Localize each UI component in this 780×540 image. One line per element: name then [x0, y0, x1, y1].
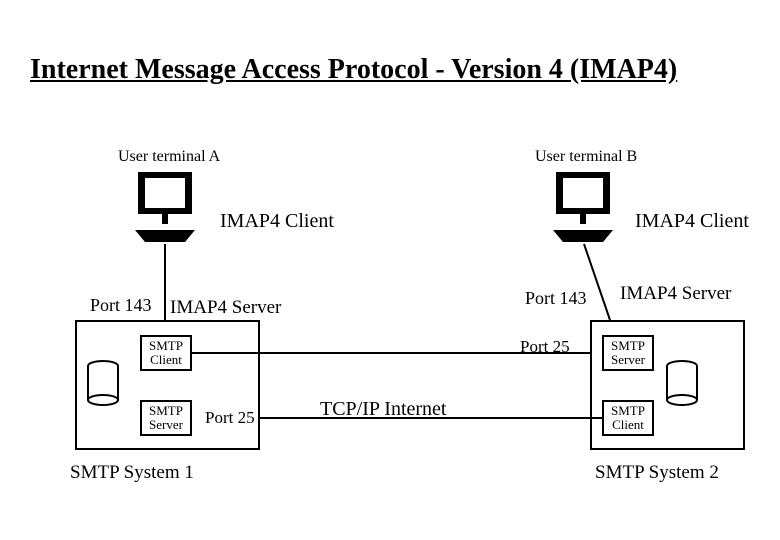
smtp-system-2-label: SMTP System 2	[595, 462, 719, 484]
imap-server-left-label: IMAP4 Server	[170, 297, 281, 319]
imap-client-a-label: IMAP4 Client	[220, 210, 334, 233]
terminal-a-label: User terminal A	[118, 148, 220, 166]
smtp-system-1-label: SMTP System 1	[70, 462, 194, 484]
database-icon	[665, 360, 699, 408]
terminal-b-label: User terminal B	[535, 148, 637, 166]
smtp-client-left-box: SMTP Client	[140, 335, 192, 371]
imap-client-b-label: IMAP4 Client	[635, 210, 749, 233]
computer-icon	[548, 170, 618, 245]
imap-server-right-label: IMAP4 Server	[620, 283, 731, 305]
port-143-right: Port 143	[525, 288, 587, 309]
page-title: Internet Message Access Protocol - Versi…	[30, 54, 677, 86]
computer-icon	[130, 170, 200, 245]
smtp-server-right-box: SMTP Server	[602, 335, 654, 371]
port-25-left: Port 25	[205, 408, 255, 428]
smtp-client-right-box: SMTP Client	[602, 400, 654, 436]
port-25-right: Port 25	[520, 337, 570, 357]
smtp-server-left-box: SMTP Server	[140, 400, 192, 436]
tcpip-internet-label: TCP/IP Internet	[320, 398, 446, 421]
port-143-left: Port 143	[90, 295, 152, 316]
database-icon	[86, 360, 120, 408]
